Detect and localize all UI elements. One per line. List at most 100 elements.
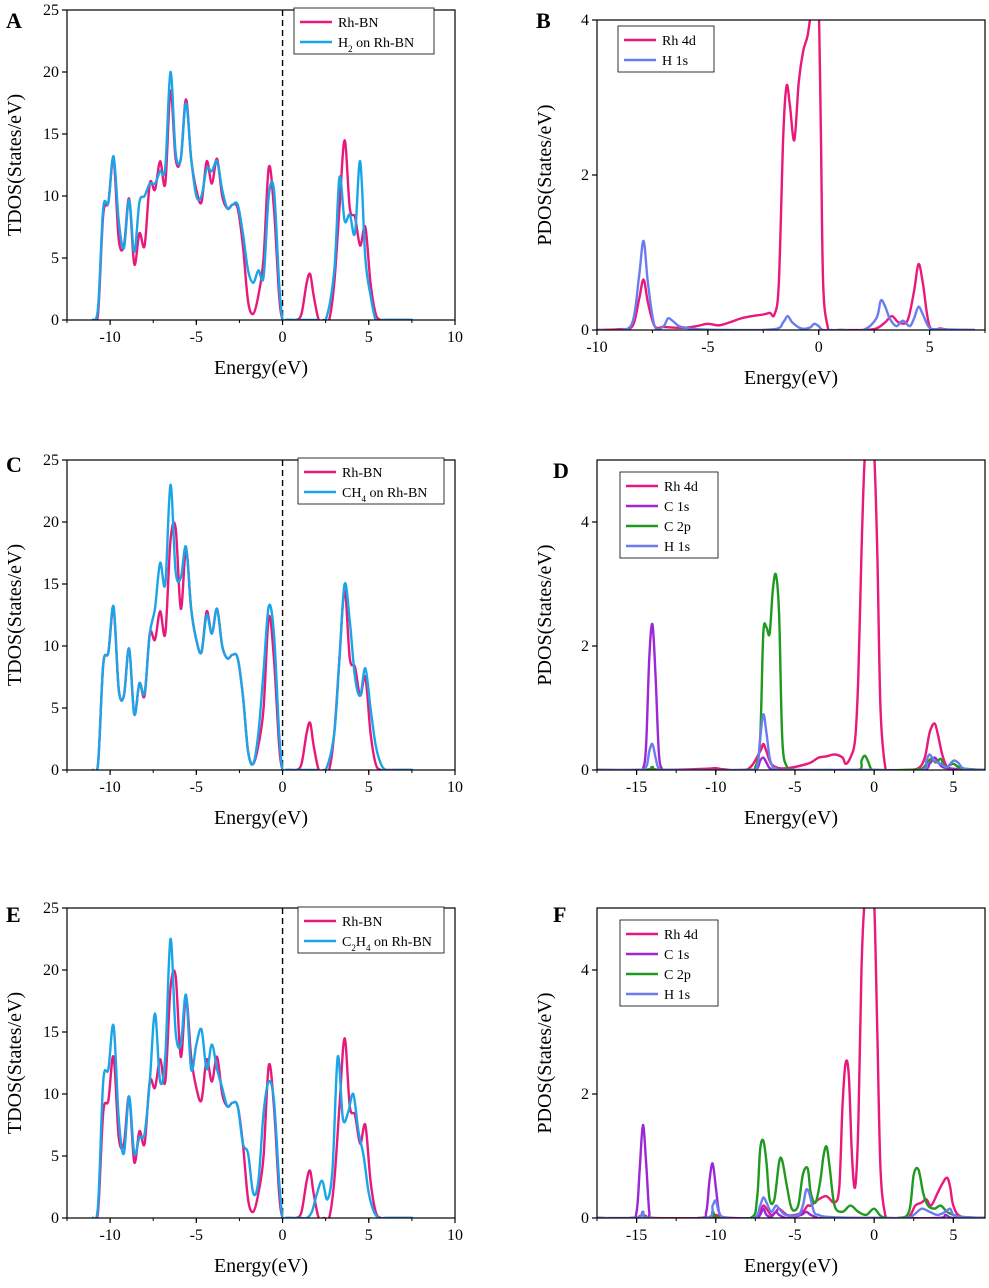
legend-label: Rh-BN xyxy=(342,915,382,930)
y-tick-label: 20 xyxy=(43,514,59,531)
panel-label: D xyxy=(553,458,569,483)
panel-label: C xyxy=(6,452,22,477)
series-line-2 xyxy=(91,70,414,320)
chart-panel-a: -10 -5 0 5 10 0 5 10 15 20 25 Energy(eV) TDOS(States… xyxy=(4,2,463,379)
y-tick-label: 5 xyxy=(51,250,59,267)
y-tick-label: 0 xyxy=(51,1210,59,1227)
x-tick-label: -5 xyxy=(788,779,801,796)
legend-box xyxy=(293,7,435,55)
legend-label: Rh-BN xyxy=(338,16,378,31)
x-tick-label: -10 xyxy=(705,779,726,796)
legend: Rh-BN H2 on Rh-BN xyxy=(293,7,435,55)
x-tick-label: -15 xyxy=(626,1227,647,1244)
y-axis-title: TDOS(States/eV) xyxy=(4,544,26,686)
y-axis-title: TDOS(States/eV) xyxy=(4,94,26,236)
y-tick-label: 10 xyxy=(43,638,59,655)
y-tick-label: 15 xyxy=(43,576,59,593)
series-line-2 xyxy=(597,239,976,330)
x-tick-label: -10 xyxy=(99,779,120,796)
x-tick-label: 5 xyxy=(365,1227,373,1244)
legend-label: C2H4 on Rh-BN xyxy=(342,935,432,953)
y-axis-title: TDOS(States/eV) xyxy=(4,992,26,1134)
chart-panel-c: -10 -5 0 5 10 0 5 10 15 20 25 Energy(eV) TDOS(States… xyxy=(4,452,463,829)
series-line-1 xyxy=(91,969,414,1218)
x-tick-label: -10 xyxy=(705,1227,726,1244)
legend-box xyxy=(297,906,445,954)
y-tick-label: 4 xyxy=(581,12,589,29)
y-tick-label: 20 xyxy=(43,64,59,81)
panel-label: A xyxy=(6,8,22,33)
y-axis-title: PDOS(States/eV) xyxy=(534,992,556,1133)
y-tick-label: 0 xyxy=(581,1210,589,1227)
x-tick-label: -5 xyxy=(190,779,203,796)
legend-label: Rh-BN xyxy=(342,466,382,481)
x-tick-label: 0 xyxy=(870,779,878,796)
x-axis-title: Energy(eV) xyxy=(214,1255,308,1277)
legend-label: C 1s xyxy=(664,500,689,515)
y-tick-label: 15 xyxy=(43,1024,59,1041)
y-axis-title: PDOS(States/eV) xyxy=(534,104,556,245)
legend-box xyxy=(617,25,715,73)
x-tick-label: -5 xyxy=(190,1227,203,1244)
panel-label: E xyxy=(6,902,21,927)
chart-panel-d: -15 -10 -5 0 5 0 2 4 Energy(eV) PDOS(States/eV) D R… xyxy=(534,458,986,829)
legend-label: C 2p xyxy=(664,968,691,983)
plot-frame xyxy=(66,459,456,771)
legend-label: H 1s xyxy=(664,540,690,555)
y-tick-label: 15 xyxy=(43,126,59,143)
legend-label: Rh 4d xyxy=(662,34,696,49)
y-tick-label: 4 xyxy=(581,962,589,979)
x-tick-label: 0 xyxy=(279,779,287,796)
x-tick-label: -5 xyxy=(788,1227,801,1244)
legend-box xyxy=(297,457,445,505)
x-axis-title: Energy(eV) xyxy=(744,1255,838,1277)
series-line-2 xyxy=(91,937,414,1218)
chart-panel-b: -10 -5 0 5 0 2 4 Energy(eV) PDOS(States/eV) B Rh 4… xyxy=(534,8,986,389)
series-line-1 xyxy=(91,521,414,770)
y-tick-label: 25 xyxy=(43,900,59,917)
series-line-1 xyxy=(597,908,985,1218)
y-tick-label: 0 xyxy=(51,762,59,779)
x-tick-label: -10 xyxy=(99,329,120,346)
x-axis-title: Energy(eV) xyxy=(214,357,308,379)
legend-label: H 1s xyxy=(662,54,688,69)
y-tick-label: 25 xyxy=(43,2,59,19)
legend-label: C 2p xyxy=(664,520,691,535)
y-tick-label: 2 xyxy=(581,638,589,655)
legend-label: H 1s xyxy=(664,988,690,1003)
legend: Rh 4d C 1s C 2p H 1s xyxy=(619,471,719,559)
x-axis-title: Energy(eV) xyxy=(744,367,838,389)
series-line-2 xyxy=(597,1123,985,1218)
y-tick-label: 5 xyxy=(51,1148,59,1165)
x-axis-title: Energy(eV) xyxy=(214,807,308,829)
series-line-2 xyxy=(91,483,414,770)
y-tick-label: 0 xyxy=(51,312,59,329)
x-tick-label: -10 xyxy=(586,339,607,356)
y-tick-label: 0 xyxy=(581,322,589,339)
y-tick-label: 10 xyxy=(43,188,59,205)
y-tick-label: 0 xyxy=(581,762,589,779)
y-tick-label: 4 xyxy=(581,514,589,531)
x-tick-label: -5 xyxy=(701,339,714,356)
series-line-4 xyxy=(597,712,985,770)
legend-label: C 1s xyxy=(664,948,689,963)
chart-panel-e: -10 -5 0 5 10 0 5 10 15 20 25 Energy(eV) TDOS(States… xyxy=(4,900,463,1277)
series-line-4 xyxy=(597,1188,985,1218)
legend-label: Rh 4d xyxy=(664,928,698,943)
x-tick-label: 10 xyxy=(447,329,463,346)
y-tick-label: 25 xyxy=(43,452,59,469)
legend-label: H2 on Rh-BN xyxy=(338,36,414,54)
x-tick-label: 5 xyxy=(365,779,373,796)
y-tick-label: 2 xyxy=(581,167,589,184)
x-tick-label: 10 xyxy=(447,1227,463,1244)
panel-label: F xyxy=(553,902,566,927)
plot-frame xyxy=(596,907,986,1219)
legend: Rh 4d H 1s xyxy=(617,25,715,73)
x-tick-label: 5 xyxy=(949,1227,957,1244)
legend: Rh-BN C2H4 on Rh-BN xyxy=(297,906,445,954)
x-tick-label: 0 xyxy=(815,339,823,356)
x-tick-label: -15 xyxy=(626,779,647,796)
x-tick-label: 5 xyxy=(365,329,373,346)
